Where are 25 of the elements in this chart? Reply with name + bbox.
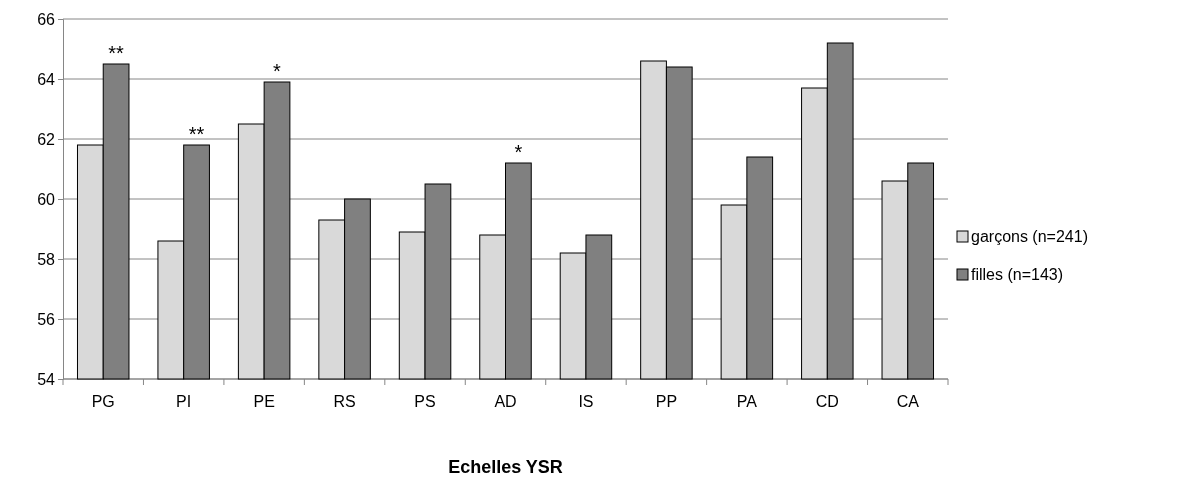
y-tick-label: 56 bbox=[37, 310, 56, 328]
y-tick-label: 62 bbox=[37, 130, 56, 148]
legend-label: garçons (n=241) bbox=[971, 228, 1088, 245]
x-tick-label: PE bbox=[253, 393, 275, 410]
annotation: ** bbox=[188, 123, 205, 145]
x-tick-label: PP bbox=[655, 393, 678, 410]
y-tick-label: 60 bbox=[37, 190, 56, 208]
x-tick-label: CA bbox=[896, 393, 920, 410]
x-tick-label: PS bbox=[414, 393, 436, 410]
annotation: ** bbox=[108, 42, 125, 64]
annotation: * bbox=[514, 141, 523, 163]
x-tick-label: AD bbox=[494, 393, 517, 410]
y-tick-label: 58 bbox=[37, 250, 56, 268]
x-axis-title: Echelles YSR bbox=[448, 457, 563, 477]
y-tick-label: 66 bbox=[37, 10, 56, 28]
x-tick-label: PA bbox=[736, 393, 758, 410]
legend-label: filles (n=143) bbox=[971, 266, 1064, 283]
y-tick-label: 54 bbox=[37, 370, 56, 388]
x-tick-label: RS bbox=[333, 393, 356, 410]
x-tick-label: PI bbox=[176, 393, 192, 410]
x-tick-label: IS bbox=[578, 393, 594, 410]
x-tick-label: CD bbox=[815, 393, 839, 410]
y-tick-label: 64 bbox=[37, 70, 56, 88]
annotation: * bbox=[273, 60, 282, 82]
x-tick-label: PG bbox=[91, 393, 115, 410]
